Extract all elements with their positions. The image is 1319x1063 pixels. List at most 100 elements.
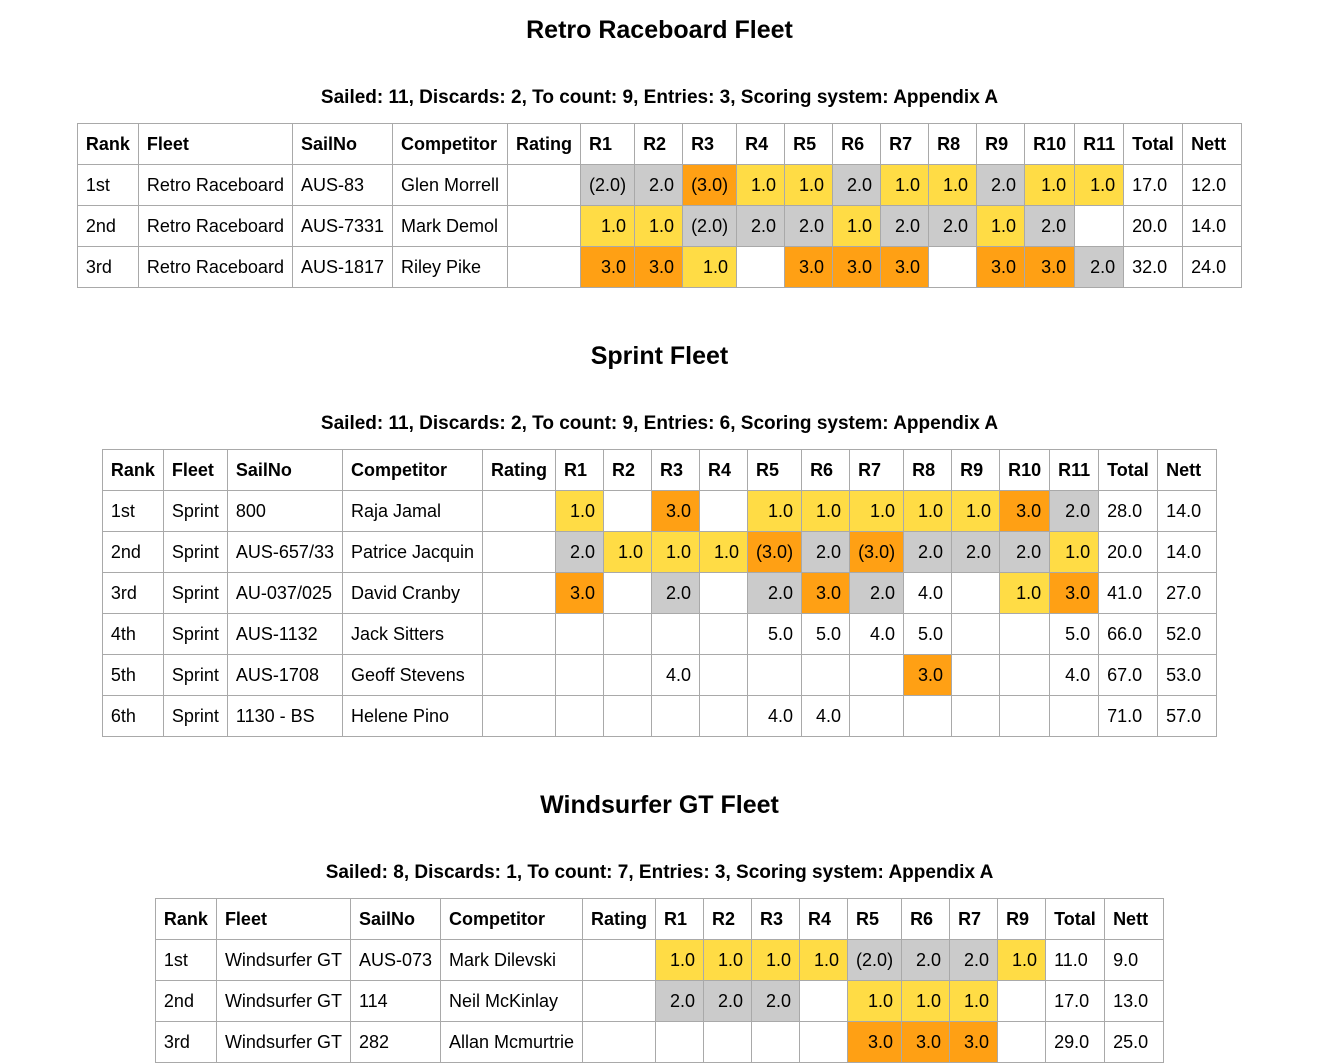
rank-cell: 1st	[76, 164, 139, 206]
competitor-cell: Mark Demol	[392, 205, 509, 247]
rating-cell	[482, 654, 557, 696]
nett-cell: 14.0	[1157, 490, 1218, 532]
race-score-cell: 3.0	[580, 246, 636, 288]
rank-cell: 2nd	[154, 980, 217, 1022]
total-cell: 32.0	[1123, 246, 1184, 288]
sailno-cell: AUS-1708	[226, 654, 343, 696]
race-score-cell: 1.0	[997, 939, 1047, 981]
column-header-race: R9	[976, 123, 1026, 165]
column-header-race: R3	[651, 449, 701, 491]
table-row: 2nd Windsurfer GT 114 Neil McKinlay 2.0 2.0 2.…	[154, 980, 1165, 1022]
fleet-cell: Windsurfer GT	[215, 980, 351, 1022]
race-score-cell: 3.0	[555, 572, 605, 614]
race-score-cell: 2.0	[555, 531, 605, 573]
competitor-cell: David Cranby	[341, 572, 484, 614]
rank-cell: 1st	[101, 490, 164, 532]
race-score-cell: 1.0	[1074, 164, 1125, 206]
column-header-race: R11	[1049, 449, 1100, 491]
race-score-cell: 2.0	[801, 531, 851, 573]
race-score-cell	[699, 572, 749, 614]
total-cell: 20.0	[1123, 205, 1184, 247]
race-score-cell: 2.0	[747, 572, 803, 614]
race-score-cell: 3.0	[901, 1021, 951, 1063]
fleet-subtitle: Sailed: 8, Discards: 1, To count: 7, Ent…	[325, 862, 994, 883]
race-score-cell: 2.0	[999, 531, 1051, 573]
sailno-cell: 800	[226, 490, 343, 532]
race-score-cell: 2.0	[784, 205, 834, 247]
rank-cell: 6th	[101, 695, 164, 737]
nett-cell: 25.0	[1104, 1021, 1165, 1063]
race-score-cell	[651, 695, 701, 737]
race-score-cell	[999, 613, 1051, 655]
race-score-cell: (2.0)	[682, 205, 738, 247]
race-score-cell: 2.0	[903, 531, 953, 573]
column-header-race: R9	[997, 898, 1047, 940]
rank-cell: 5th	[101, 654, 164, 696]
race-score-cell	[928, 246, 978, 288]
results-table-body: 1st Windsurfer GT AUS-073 Mark Dilevski 1.0 1…	[154, 939, 1165, 1063]
table-row: 5th Sprint AUS-1708 Geoff Stevens 4.0 3.0 4.0 6…	[101, 654, 1218, 696]
sailno-cell: AUS-657/33	[226, 531, 343, 573]
race-score-cell: 1.0	[832, 205, 882, 247]
sailno-cell: AUS-1817	[291, 246, 394, 288]
race-score-cell: 3.0	[634, 246, 684, 288]
column-header-race: R1	[655, 898, 705, 940]
race-score-cell	[703, 1021, 753, 1063]
column-header-rank: Rank	[76, 123, 139, 165]
column-header-race: R6	[901, 898, 951, 940]
competitor-cell: Jack Sitters	[341, 613, 484, 655]
race-score-cell	[1074, 205, 1125, 247]
race-score-cell: 5.0	[801, 613, 851, 655]
race-score-cell	[997, 980, 1047, 1022]
rating-cell	[482, 490, 557, 532]
sailno-cell: AUS-83	[291, 164, 394, 206]
race-score-cell: 1.0	[555, 490, 605, 532]
race-score-cell: 1.0	[703, 939, 753, 981]
table-row: 3rd Retro Raceboard AUS-1817 Riley Pike 3.0 3…	[76, 246, 1243, 288]
column-header-race: R5	[784, 123, 834, 165]
competitor-cell: Allan Mcmurtrie	[440, 1021, 584, 1063]
race-score-cell: 2.0	[880, 205, 930, 247]
race-score-cell: 2.0	[1049, 490, 1100, 532]
race-score-cell	[699, 654, 749, 696]
race-score-cell: 1.0	[976, 205, 1026, 247]
column-header-rank: Rank	[154, 898, 217, 940]
column-header-total: Total	[1123, 123, 1184, 165]
table-row: 3rd Sprint AU-037/025 David Cranby 3.0 2.0 2.0…	[101, 572, 1218, 614]
results-table: Rank Fleet SailNo Competitor Rating R1 R2 R3 R4 R…	[76, 123, 1243, 288]
race-score-cell	[951, 572, 1001, 614]
race-score-cell: 3.0	[847, 1021, 903, 1063]
race-score-cell	[651, 613, 701, 655]
race-score-cell: 1.0	[1049, 531, 1100, 573]
fleet-subtitle: Sailed: 11, Discards: 2, To count: 9, En…	[320, 413, 999, 434]
column-header-rating: Rating	[507, 123, 582, 165]
fleet-title: Retro Raceboard Fleet	[526, 16, 793, 44]
race-score-cell: 3.0	[801, 572, 851, 614]
race-score-cell	[603, 695, 653, 737]
race-score-cell	[603, 572, 653, 614]
race-score-cell: 3.0	[651, 490, 701, 532]
column-header-race: R5	[747, 449, 803, 491]
fleet-cell: Sprint	[162, 490, 228, 532]
column-header-competitor: Competitor	[341, 449, 484, 491]
column-header-race: R6	[801, 449, 851, 491]
total-cell: 66.0	[1098, 613, 1159, 655]
race-score-cell: 1.0	[799, 939, 849, 981]
column-header-race: R2	[703, 898, 753, 940]
nett-cell: 52.0	[1157, 613, 1218, 655]
column-header-race: R7	[849, 449, 905, 491]
race-score-cell	[555, 695, 605, 737]
table-row: 1st Sprint 800 Raja Jamal 1.0 3.0 1.0 1.0 1.0 1.0…	[101, 490, 1218, 532]
rating-cell	[507, 164, 582, 206]
rank-cell: 2nd	[101, 531, 164, 573]
race-score-cell	[555, 654, 605, 696]
race-score-cell: 3.0	[880, 246, 930, 288]
column-header-nett: Nett	[1104, 898, 1165, 940]
column-header-fleet: Fleet	[137, 123, 293, 165]
race-score-cell: 1.0	[655, 939, 705, 981]
fleet-cell: Windsurfer GT	[215, 939, 351, 981]
total-cell: 29.0	[1045, 1021, 1106, 1063]
column-header-rank: Rank	[101, 449, 164, 491]
column-header-race: R4	[799, 898, 849, 940]
